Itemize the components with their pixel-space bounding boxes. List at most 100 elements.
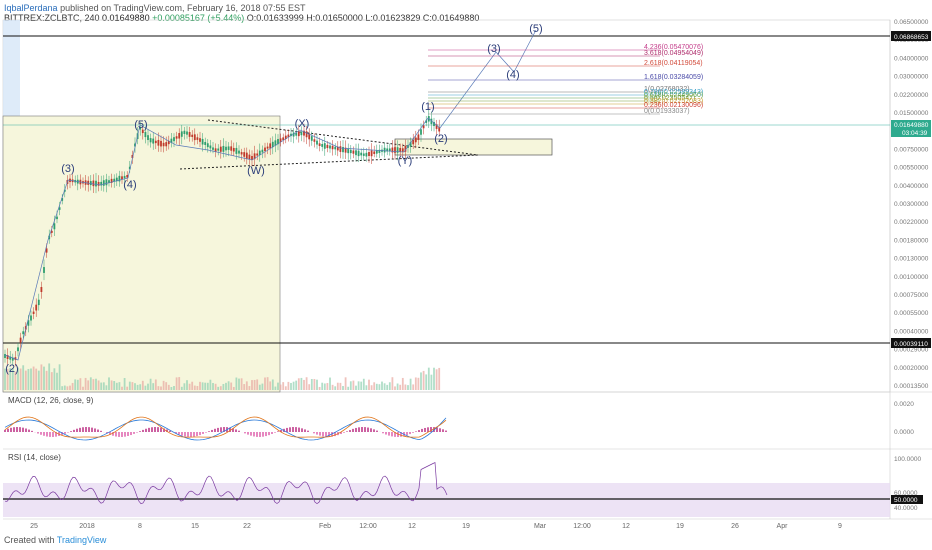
price-tick-label: 0.00029000: [894, 347, 929, 354]
candle-body: [295, 132, 298, 136]
candle-body: [147, 135, 149, 141]
time-tick-label: Apr: [777, 523, 789, 530]
author-link[interactable]: IqbalPerdana: [4, 3, 58, 13]
candle-body: [321, 144, 324, 147]
volume-bar: [128, 381, 131, 390]
volume-bar: [115, 382, 118, 390]
candle-body: [383, 147, 386, 153]
macd-histogram-bar: [367, 427, 369, 432]
volume-bar: [420, 372, 422, 390]
macd-histogram-bar: [49, 432, 51, 437]
volume-bar: [365, 385, 368, 390]
volume-bar: [264, 377, 266, 390]
volume-bar: [295, 380, 298, 390]
volume-bar: [243, 384, 246, 390]
volume-bar: [321, 382, 324, 390]
candle-body: [178, 133, 181, 139]
price-tick-label: 0.00300000: [894, 201, 929, 208]
volume-bar: [196, 385, 199, 390]
price-tick-label: 0.00400000: [894, 183, 929, 190]
volume-bar: [89, 377, 92, 390]
candle-body: [425, 120, 428, 123]
candle-body: [50, 230, 53, 233]
volume-bar: [396, 383, 399, 390]
volume-bar: [310, 379, 313, 390]
support-tag: [891, 338, 931, 348]
macd-histogram-bar: [202, 432, 204, 434]
macd-histogram-bar: [358, 427, 360, 432]
volume-bar: [399, 384, 402, 390]
volume-bar: [199, 381, 201, 390]
macd-histogram-bar: [175, 432, 177, 434]
candle-body: [32, 311, 35, 314]
time-tick-label: 12:00: [573, 523, 591, 530]
macd-histogram-bar: [94, 428, 96, 432]
candle-body: [266, 146, 269, 149]
candle-body: [323, 143, 326, 149]
candle-body: [313, 139, 316, 142]
macd-histogram-bar: [190, 432, 192, 437]
volume-bar: [157, 386, 160, 390]
publish-info: IqbalPerdana published on TradingView.co…: [4, 3, 306, 13]
candle-body: [149, 138, 152, 143]
wave-label: (Y): [398, 155, 413, 167]
volume-bar: [232, 386, 235, 390]
price-tick-label: 0.04000000: [894, 55, 929, 62]
volume-bar: [375, 383, 378, 390]
macd-histogram-bar: [154, 427, 156, 432]
volume-bar: [178, 377, 181, 390]
candle-body: [123, 175, 126, 179]
volume-bar: [256, 379, 259, 390]
volume-bar: [17, 367, 19, 390]
wave-label: (X): [295, 118, 310, 130]
candle-body: [430, 118, 433, 125]
candle-body: [422, 125, 425, 129]
macd-histogram-bar: [121, 432, 123, 437]
volume-bar: [82, 386, 84, 390]
candle-body: [235, 147, 238, 154]
macd-histogram-bar: [340, 432, 342, 435]
candle-body: [160, 140, 162, 147]
ohlc-values: O:0.01633999 H:0.01650000 L:0.01623829 C…: [246, 13, 480, 23]
candle-body: [102, 180, 105, 186]
time-tick-label: 8: [138, 523, 142, 530]
volume-bar: [214, 383, 217, 390]
wave-path: [4, 29, 537, 361]
candle-body: [108, 180, 110, 184]
candle-body: [329, 145, 331, 149]
volume-bar: [297, 378, 300, 390]
candle-body: [245, 152, 248, 159]
tradingview-logo[interactable]: TradingView: [56, 535, 107, 545]
candle-body: [30, 315, 32, 321]
macd-histogram-bar: [235, 429, 237, 432]
candle-body: [6, 355, 9, 360]
candle-body: [238, 150, 240, 154]
volume-bar: [201, 382, 204, 390]
macd-histogram-bar: [418, 430, 420, 432]
macd-histogram-bar: [61, 432, 63, 436]
last-price-label: 0.01649880: [894, 122, 929, 129]
macd-histogram-bar: [349, 430, 351, 432]
price-tick-label: 0.00075000: [894, 292, 929, 299]
macd-histogram-bar: [328, 432, 330, 437]
volume-bar: [344, 377, 347, 390]
volume-bar: [66, 386, 69, 390]
macd-histogram-bar: [43, 432, 45, 436]
macd-histogram-bar: [370, 428, 372, 432]
volume-bar: [84, 377, 87, 390]
volume-bar: [305, 377, 308, 390]
volume-bar: [144, 385, 147, 390]
volume-bar: [87, 380, 90, 390]
candle-body: [394, 147, 396, 153]
macd-histogram-bar: [106, 432, 108, 434]
volume-bar: [438, 367, 441, 390]
resistance-tag-label: 0.06868653: [894, 34, 929, 41]
volume-bar: [342, 386, 344, 390]
candle-body: [386, 148, 389, 152]
fibonacci-extension: 4.236(0.05470076)3.618(0.04954049) 2.618(…: [428, 44, 703, 115]
volume-bar: [212, 383, 214, 390]
candle-body: [297, 131, 300, 137]
macd-histogram-bar: [127, 432, 129, 437]
volume-bar: [292, 381, 295, 390]
